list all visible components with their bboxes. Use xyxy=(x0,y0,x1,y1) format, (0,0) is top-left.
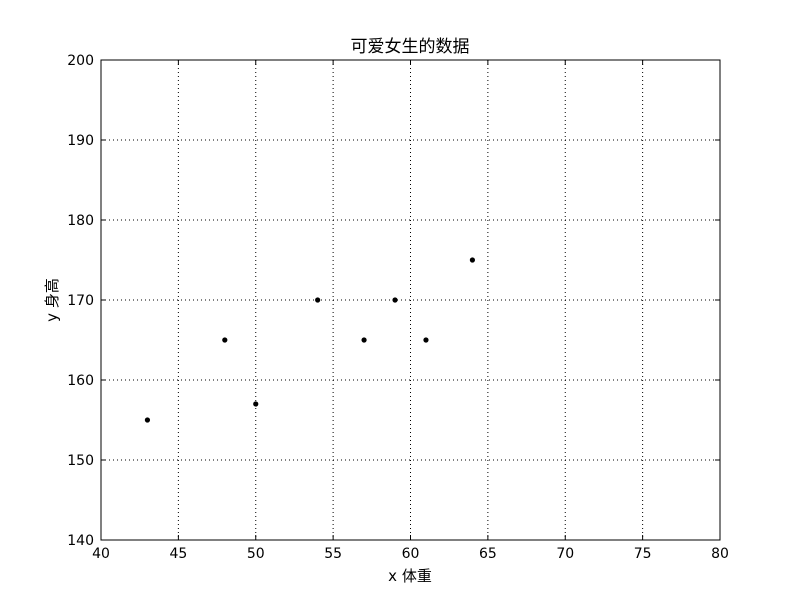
data-point-4 xyxy=(361,337,367,343)
data-point-2 xyxy=(253,401,259,407)
data-points xyxy=(144,257,475,423)
y-tick-label: 190 xyxy=(67,133,94,149)
chart-title: 可爱女生的数据 xyxy=(351,37,470,57)
data-point-0 xyxy=(144,417,151,423)
x-tick-label: 50 xyxy=(247,546,265,562)
data-point-7 xyxy=(469,257,475,263)
grid xyxy=(101,60,720,540)
y-tick-label: 170 xyxy=(67,293,94,309)
x-tick-label: 45 xyxy=(169,546,187,562)
data-point-5 xyxy=(392,297,398,303)
x-tick-label: 70 xyxy=(556,546,574,562)
data-point-3 xyxy=(315,297,321,303)
x-tick-label: 40 xyxy=(92,546,110,562)
y-tick-label: 200 xyxy=(67,53,94,69)
y-tick-label: 150 xyxy=(67,453,94,469)
y-tick-label: 180 xyxy=(67,213,94,229)
x-tick-label: 80 xyxy=(711,546,729,562)
x-tick-label: 55 xyxy=(324,546,342,562)
y-tick-label: 160 xyxy=(67,373,94,389)
axis-ticks: 40 45 50 55 60 65 70 75 80 140 150 160 170 180 190 200 xyxy=(67,53,729,562)
data-point-6 xyxy=(423,337,429,343)
y-axis-label: y 身高 xyxy=(43,278,61,322)
y-tick-label: 140 xyxy=(67,533,94,549)
x-tick-label: 65 xyxy=(479,546,497,562)
data-point-1 xyxy=(222,337,228,343)
x-tick-label: 75 xyxy=(634,546,652,562)
x-tick-label: 60 xyxy=(402,546,420,562)
x-axis-label: x 体重 xyxy=(388,567,432,585)
